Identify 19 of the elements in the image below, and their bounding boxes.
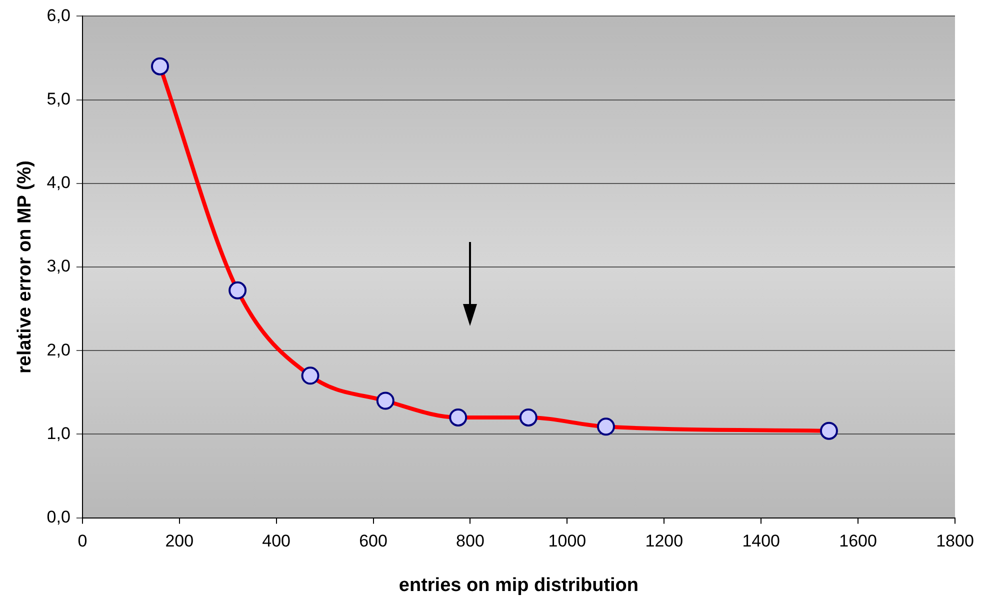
y-axis-title: relative error on MP (%)	[14, 160, 36, 374]
x-tick-label: 800	[456, 532, 484, 551]
x-tick-label: 1000	[548, 532, 586, 551]
x-tick-label: 1200	[645, 532, 684, 551]
x-axis-title: entries on mip distribution	[398, 574, 639, 596]
y-tick-label: 1,0	[46, 424, 70, 443]
x-tick-label: 1400	[742, 532, 780, 551]
y-tick-label: 5,0	[46, 89, 70, 108]
x-tick-label: 600	[359, 532, 388, 551]
x-tick-label: 200	[165, 532, 194, 551]
y-tick-label: 6,0	[46, 6, 70, 25]
y-tick-label: 4,0	[46, 173, 70, 192]
x-tick-label: 0	[78, 532, 88, 551]
x-tick-label: 1600	[839, 532, 877, 551]
y-tick-label: 3,0	[46, 256, 70, 276]
x-tick-label: 1800	[936, 532, 974, 551]
x-tick-label: 400	[262, 532, 291, 551]
y-tick-label: 2,0	[46, 340, 70, 360]
y-tick-label: 0,0	[46, 507, 70, 526]
